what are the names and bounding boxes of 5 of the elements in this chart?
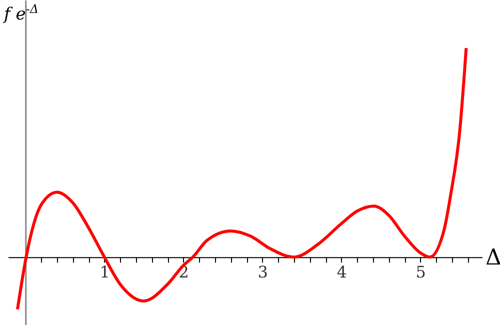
- x-tick-label: 1: [100, 262, 110, 282]
- x-tick-label: 4: [336, 262, 347, 282]
- y-axis-title: f e$^{-Δ}$: [4, 2, 38, 25]
- x-tick-label: 5: [416, 262, 426, 282]
- x-tick-label: 3: [258, 262, 268, 282]
